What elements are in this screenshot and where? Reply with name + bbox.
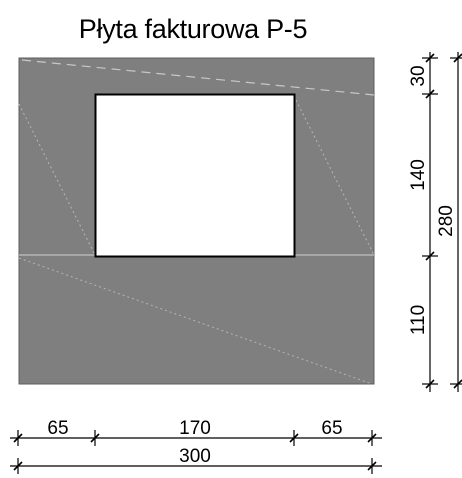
dim-h-left: 65: [47, 418, 68, 439]
dim-h-total: 300: [179, 446, 211, 467]
dim-v-top: 30: [408, 65, 429, 86]
dim-h-middle: 170: [179, 418, 211, 439]
dim-v-total: 280: [436, 205, 457, 237]
panel-opening: [94, 93, 296, 258]
drawing-title: Płyta fakturowa P-5: [79, 14, 307, 44]
dim-v-bottom: 110: [408, 305, 429, 335]
vertical-dimension-lines: [422, 52, 462, 392]
horizontal-dimension-lines: [10, 430, 382, 474]
dim-v-middle: 140: [408, 159, 429, 191]
dim-h-right: 65: [321, 418, 342, 439]
